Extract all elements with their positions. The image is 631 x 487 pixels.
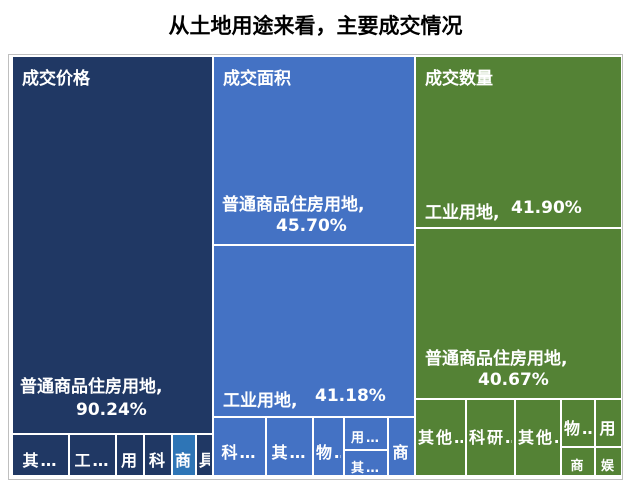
cell-value-label: 45.70% [276, 216, 347, 236]
cell-value-label: 41.18% [315, 386, 386, 406]
cell-value-label: 41.90% [511, 198, 582, 218]
cell-label: 其… [22, 451, 59, 470]
treemap-cell [344, 450, 388, 476]
treemap-cell [415, 56, 622, 228]
group-header: 成交数量 [425, 69, 493, 89]
treemap-cell [213, 245, 415, 417]
cell-label: 用… [350, 431, 381, 446]
treemap-cell [595, 447, 622, 476]
cell-label: 工业用地, [223, 391, 298, 411]
treemap-cell [196, 434, 213, 476]
treemap-cell [466, 399, 515, 476]
treemap-cell [213, 56, 415, 245]
cell-label: 娱 [600, 459, 616, 474]
treemap-cell [344, 417, 388, 450]
treemap-cell [561, 447, 595, 476]
chart-title: 从土地用途来看，主要成交情况 [168, 14, 463, 38]
treemap-cell [12, 434, 69, 476]
cell-label: 商 [570, 459, 586, 474]
cell-label: 用 [599, 419, 618, 438]
cell-label: 工业用地, [425, 203, 500, 223]
treemap-cell [595, 399, 622, 447]
cell-label: 科… [221, 442, 258, 462]
cell-label: 商 [175, 451, 193, 470]
treemap-cell [415, 228, 622, 399]
treemap-cell [213, 417, 266, 476]
cell-label: 其… [350, 460, 381, 476]
treemap-cell [12, 56, 213, 434]
cell-label: 工… [74, 451, 111, 470]
treemap-cell [515, 399, 561, 476]
cell-label: 科 [148, 451, 167, 470]
cell-value-label: 90.24% [76, 400, 147, 420]
group-header: 成交价格 [22, 69, 90, 89]
cell-label: 科研… [469, 427, 512, 447]
treemap-cell [69, 434, 116, 476]
treemap-cell [144, 434, 172, 476]
treemap-cell [172, 434, 196, 476]
cell-label: 物… [316, 442, 341, 462]
cell-label: 普通商品住房用地, [425, 349, 568, 369]
treemap-cell [313, 417, 344, 476]
treemap-cell [561, 399, 595, 447]
treemap-cell [388, 417, 415, 476]
cell-label: 具 [199, 451, 210, 470]
cell-label: 物… [564, 419, 592, 438]
cell-label: 普通商品住房用地, [222, 195, 365, 215]
treemap-cell [415, 399, 466, 476]
chart-frame [8, 54, 623, 480]
cell-label: 普通商品住房用地, [20, 377, 163, 397]
cell-label: 其… [271, 442, 308, 462]
group-header: 成交面积 [223, 69, 291, 89]
cell-label: 其他… [518, 427, 558, 447]
treemap-cell [266, 417, 313, 476]
cell-label: 用 [120, 451, 139, 470]
cell-value-label: 40.67% [478, 370, 549, 390]
cell-label: 商 [392, 442, 411, 462]
treemap-cell [116, 434, 144, 476]
cell-label: 其他… [418, 427, 463, 447]
